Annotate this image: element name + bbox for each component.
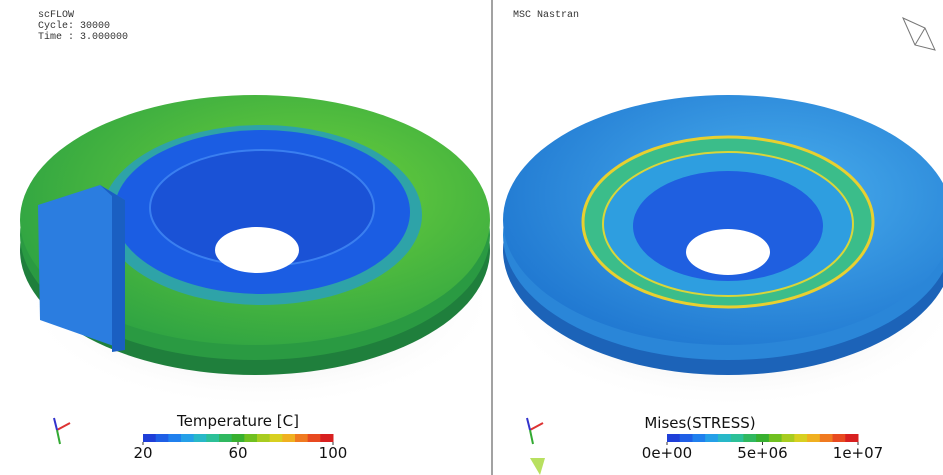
colorbar-segment: [667, 434, 680, 442]
colorbar-segment: [194, 434, 207, 442]
colorbar-segment: [156, 434, 169, 442]
colorbar-segment: [219, 434, 232, 442]
colorbar-label: 60: [228, 444, 247, 462]
marker: [530, 458, 545, 475]
colorbar-segment: [206, 434, 219, 442]
colorbar-label: 20: [133, 444, 152, 462]
colorbar-segment: [680, 434, 693, 442]
colorbar-segment: [756, 434, 769, 442]
colorbar-segment: [731, 434, 744, 442]
colorbar-segment: [181, 434, 194, 442]
header-text: Cycle: 30000: [38, 20, 110, 32]
colorbar-segment: [718, 434, 731, 442]
colorbar-segment: [308, 434, 321, 442]
colorbar-label: 0e+00: [642, 444, 692, 462]
colorbar-segment: [692, 434, 705, 442]
colorbar-segment: [845, 434, 858, 442]
colorbar-segment: [295, 434, 308, 442]
colorbar-label: 5e+06: [737, 444, 787, 462]
legend-title: Temperature [C]: [176, 412, 299, 430]
header-text: scFLOW: [38, 10, 74, 21]
colorbar-segment: [833, 434, 846, 442]
legend-title: Mises(STRESS): [644, 414, 755, 432]
colorbar-segment: [794, 434, 807, 442]
colorbar-segment: [282, 434, 295, 442]
colorbar-segment: [807, 434, 820, 442]
colorbar-segment: [143, 434, 156, 442]
header-text: Time : 3.000000: [38, 31, 128, 43]
colorbar-segment: [769, 434, 782, 442]
colorbar-segment: [232, 434, 245, 442]
left-model: [20, 95, 500, 410]
header-text: MSC Nastran: [513, 10, 579, 21]
colorbar-segment: [705, 434, 718, 442]
right-model: [495, 18, 943, 410]
colorbar-segment: [257, 434, 270, 442]
colorbar-segment: [820, 434, 833, 442]
colorbar-label: 100: [319, 444, 348, 462]
colorbar-label: 1e+07: [833, 444, 883, 462]
colorbar-segment: [320, 434, 333, 442]
colorbar-segment: [244, 434, 257, 442]
screenshot: scFLOWCycle: 30000Time : 3.000000 MSC Nas…: [0, 0, 943, 475]
colorbar-segment: [168, 434, 181, 442]
colorbar-segment: [270, 434, 283, 442]
colorbar-segment: [782, 434, 795, 442]
colorbar-segment: [743, 434, 756, 442]
